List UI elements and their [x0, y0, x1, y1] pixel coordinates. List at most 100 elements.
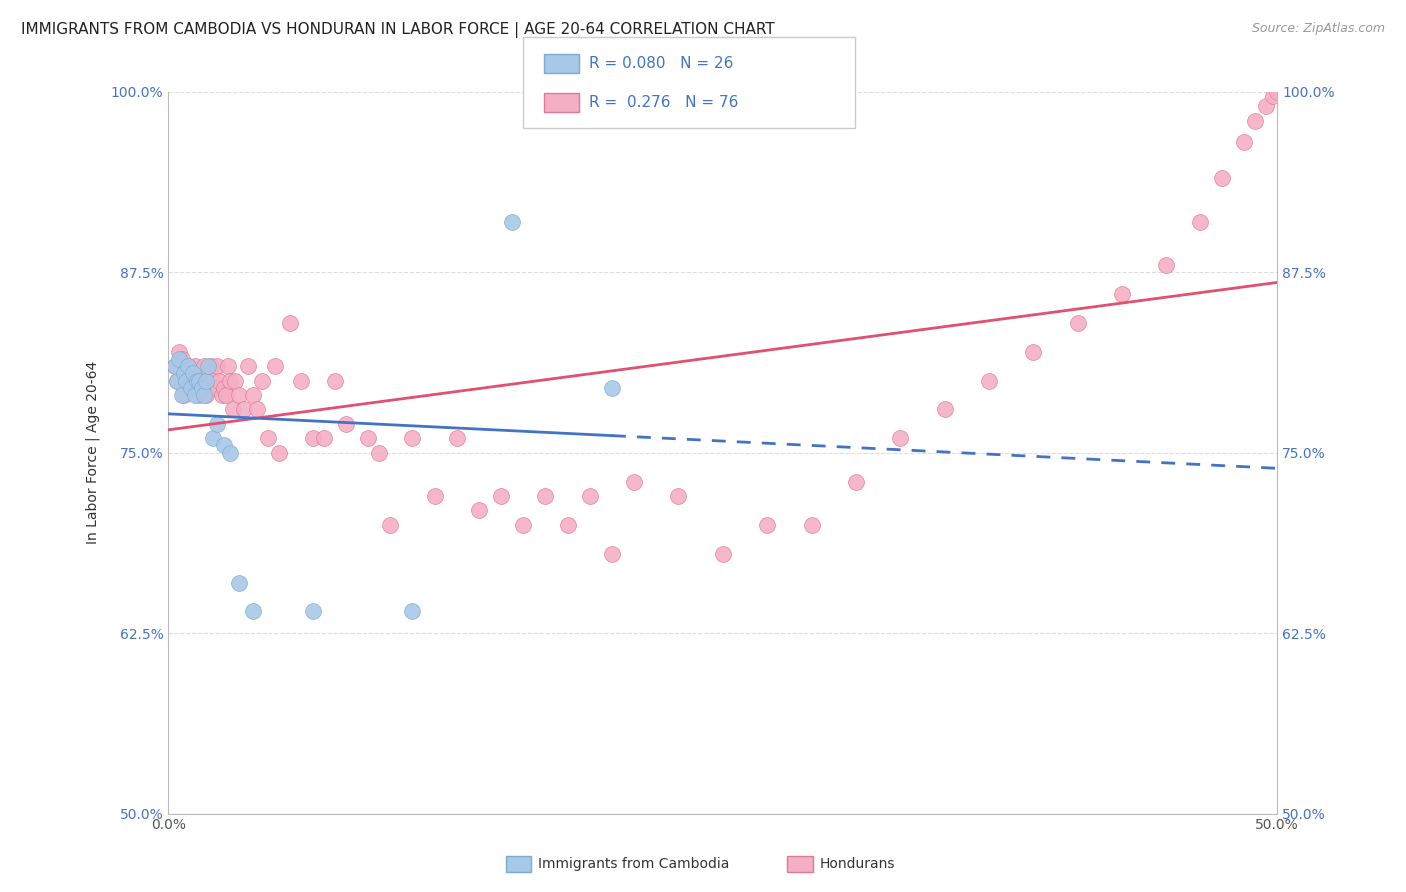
Point [177, 359, 200, 373]
Point [177, 359, 200, 373]
Point [188, 388, 211, 402]
Point [263, 359, 285, 373]
Point [489, 489, 512, 503]
Point [181, 381, 204, 395]
Point [668, 489, 690, 503]
Point [246, 402, 269, 417]
Point [512, 517, 534, 532]
Point [195, 388, 218, 402]
Point [215, 388, 238, 402]
Point [600, 381, 623, 395]
Point [193, 359, 215, 373]
Point [578, 489, 600, 503]
Point [269, 446, 291, 460]
Point [600, 547, 623, 561]
Point [468, 503, 491, 517]
Point [228, 388, 250, 402]
Y-axis label: In Labor Force | Age 20-64: In Labor Force | Age 20-64 [86, 361, 100, 544]
Point [200, 359, 222, 373]
Point [238, 359, 260, 373]
Point [1256, 99, 1278, 113]
Point [534, 489, 557, 503]
Point [312, 431, 335, 445]
Point [323, 374, 346, 388]
Point [181, 367, 204, 381]
Point [711, 547, 734, 561]
Point [1066, 316, 1088, 330]
Point [212, 381, 235, 395]
Point [756, 517, 779, 532]
Point [211, 388, 233, 402]
Point [280, 316, 302, 330]
Point [205, 417, 228, 431]
Point [357, 431, 380, 445]
Point [257, 431, 280, 445]
Point [1156, 258, 1178, 272]
Point [446, 431, 468, 445]
Text: IMMIGRANTS FROM CAMBODIA VS HONDURAN IN LABOR FORCE | AGE 20-64 CORRELATION CHAR: IMMIGRANTS FROM CAMBODIA VS HONDURAN IN … [21, 22, 775, 38]
Point [205, 359, 228, 373]
Point [186, 374, 208, 388]
Point [301, 605, 323, 619]
Point [250, 374, 273, 388]
Point [212, 438, 235, 452]
Text: Source: ZipAtlas.com: Source: ZipAtlas.com [1251, 22, 1385, 36]
Point [1261, 89, 1284, 103]
Point [845, 475, 868, 489]
Point [173, 388, 195, 402]
Point [201, 431, 224, 445]
Point [1244, 113, 1267, 128]
Point [169, 344, 191, 359]
Text: Hondurans: Hondurans [820, 857, 896, 871]
Point [186, 374, 208, 388]
Point [174, 374, 197, 388]
Point [190, 381, 212, 395]
Point [204, 381, 226, 395]
Point [1111, 287, 1133, 301]
Point [219, 446, 242, 460]
Point [1233, 136, 1256, 150]
Text: Immigrants from Cambodia: Immigrants from Cambodia [538, 857, 730, 871]
Point [190, 374, 212, 388]
Point [224, 374, 246, 388]
Point [800, 517, 823, 532]
Point [934, 402, 956, 417]
Point [197, 359, 219, 373]
Point [301, 431, 323, 445]
Point [380, 517, 402, 532]
Point [368, 446, 391, 460]
Point [193, 388, 215, 402]
Point [188, 374, 211, 388]
Point [173, 367, 195, 381]
Point [201, 374, 224, 388]
Point [169, 351, 191, 366]
Point [623, 475, 645, 489]
Point [208, 374, 231, 388]
Point [401, 605, 423, 619]
Point [401, 431, 423, 445]
Point [1188, 215, 1211, 229]
Point [1022, 344, 1045, 359]
Point [195, 374, 218, 388]
Point [232, 402, 254, 417]
Point [180, 381, 202, 395]
Point [228, 575, 250, 590]
Point [184, 359, 207, 373]
Point [1265, 85, 1288, 99]
Point [165, 359, 187, 373]
Point [170, 351, 193, 366]
Point [557, 517, 579, 532]
Point [197, 374, 219, 388]
Point [242, 605, 264, 619]
Point [166, 374, 188, 388]
Point [290, 374, 312, 388]
Point [217, 359, 239, 373]
Text: R = 0.080   N = 26: R = 0.080 N = 26 [589, 56, 734, 70]
Point [180, 374, 202, 388]
Point [166, 374, 188, 388]
Point [501, 215, 523, 229]
Point [165, 359, 187, 373]
Point [222, 402, 245, 417]
Point [242, 388, 264, 402]
Point [174, 374, 197, 388]
